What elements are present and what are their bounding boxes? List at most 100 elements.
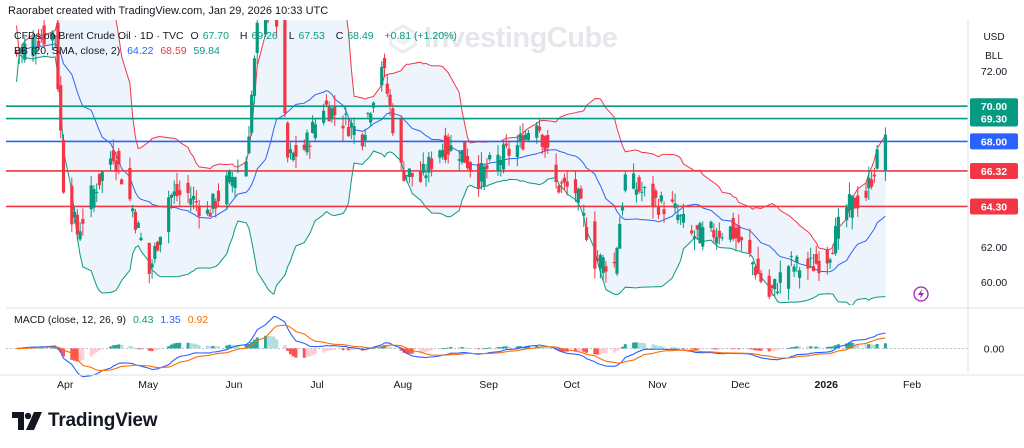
macd-histogram-bar: [114, 344, 118, 349]
macd-histogram-bar: [109, 346, 113, 349]
macd-histogram-bar: [623, 344, 627, 349]
macd-histogram-bar: [828, 346, 832, 349]
candle-body: [798, 270, 802, 278]
price-change: +0.81 (+1.20%): [384, 30, 457, 42]
macd-histogram-bar: [388, 346, 392, 349]
candle-body: [737, 225, 741, 242]
macd-histogram-bar: [313, 348, 317, 354]
time-tick-label: May: [138, 379, 159, 391]
macd-histogram-bar: [656, 346, 660, 349]
macd-histogram-bar: [482, 348, 486, 350]
time-tick-label: 2026: [815, 379, 839, 391]
macd-histogram-bar: [712, 348, 716, 350]
macd-histogram-bar: [640, 342, 644, 349]
candle-body: [673, 203, 677, 209]
candle-body: [72, 211, 77, 218]
macd-histogram-bar: [441, 348, 445, 350]
symbol-name[interactable]: CFDs on Brent Crude Oil · 1D · TVC: [14, 30, 184, 42]
candle-body: [59, 85, 63, 131]
candle-body: [197, 205, 201, 217]
candle-body: [869, 179, 874, 187]
macd-histogram-bar: [775, 348, 779, 351]
candle-body: [850, 195, 854, 218]
macd-histogram-bar: [845, 343, 849, 349]
candle-body: [216, 190, 221, 202]
candle-body: [175, 183, 179, 197]
candle-body: [651, 183, 655, 207]
candle-body: [479, 162, 483, 182]
candle-body: [100, 171, 104, 181]
candle-body: [690, 230, 694, 234]
candle-body: [612, 261, 616, 264]
candle-body: [327, 107, 331, 122]
ohlc-open-key: O: [190, 30, 199, 42]
candle-body: [211, 193, 215, 209]
macd-histogram-bar: [269, 336, 273, 349]
candle-body: [50, 32, 55, 41]
macd-histogram-bar: [42, 347, 46, 349]
candle-body: [169, 194, 174, 198]
ohlc-high-key: H: [239, 30, 248, 42]
candle-body: [756, 258, 760, 274]
macd-histogram-bar: [676, 347, 680, 349]
candle-body: [524, 134, 528, 140]
candle-body: [324, 100, 329, 105]
macd-histogram-bar: [659, 346, 663, 349]
candle-body: [872, 174, 876, 177]
candle-body: [410, 172, 414, 177]
macd-histogram-bar: [499, 347, 503, 349]
candle-body: [712, 229, 716, 238]
macd-histogram-bar: [831, 346, 835, 349]
macd-histogram-bar: [352, 348, 356, 351]
candle-body: [582, 213, 586, 216]
candle-body: [828, 259, 832, 263]
candle-body: [618, 223, 622, 249]
macd-histogram-bar: [621, 346, 625, 349]
macd-histogram-bar: [169, 344, 173, 349]
currency-unit[interactable]: USD: [983, 32, 1005, 43]
macd-histogram-bar: [601, 348, 605, 354]
candle-body: [579, 188, 583, 199]
price-tick-label: 72.00: [981, 66, 1007, 78]
macd-histogram-bar: [347, 348, 351, 351]
candle-body: [360, 134, 364, 147]
macd-histogram-bar: [720, 348, 724, 350]
candle-body: [748, 239, 752, 254]
bb-lower-line: [16, 52, 886, 305]
candle-body: [128, 167, 132, 200]
bb-legend[interactable]: BB (20, SMA, close, 2) 64.22 68.59 59.84: [14, 45, 224, 57]
macd-histogram-bar: [59, 348, 63, 353]
volume-unit[interactable]: BLL: [985, 51, 1003, 62]
level-price-tag: [970, 110, 1018, 127]
macd-histogram-bar: [875, 343, 879, 349]
candle-body: [634, 189, 638, 195]
macd-histogram-bar: [75, 348, 79, 362]
candle-body: [186, 182, 190, 194]
macd-histogram-bar: [811, 346, 815, 349]
candle-body: [623, 174, 627, 191]
macd-histogram-bar: [847, 342, 851, 349]
macd-histogram-bar: [291, 348, 295, 357]
candle-body: [438, 150, 442, 158]
macd-signal-line: [16, 324, 886, 371]
macd-line-value: 1.35: [160, 314, 181, 326]
candle-body: [836, 216, 840, 239]
time-tick-label: Jul: [310, 379, 323, 391]
watermark: InvestingCube: [388, 22, 618, 55]
candle-body: [477, 163, 481, 189]
macd-histogram-bar: [753, 348, 757, 351]
macd-histogram-bar: [457, 347, 461, 349]
candle-body: [562, 177, 567, 183]
symbol-legend[interactable]: CFDs on Brent Crude Oil · 1D · TVC O 67.7…: [14, 30, 461, 42]
ohlc-high-value: 69.26: [251, 30, 278, 42]
time-tick-label: Nov: [648, 379, 667, 391]
macd-histogram-bar: [247, 343, 251, 349]
level-price-label: 68.00: [981, 136, 1007, 148]
macd-legend[interactable]: MACD (close, 12, 26, 9) 0.43 1.35 0.92: [14, 314, 212, 326]
time-tick-label: Apr: [57, 379, 74, 391]
candle-body: [42, 25, 46, 45]
macd-histogram-bar: [787, 348, 791, 350]
candles: [14, 20, 888, 301]
macd-histogram-bar: [468, 348, 472, 349]
